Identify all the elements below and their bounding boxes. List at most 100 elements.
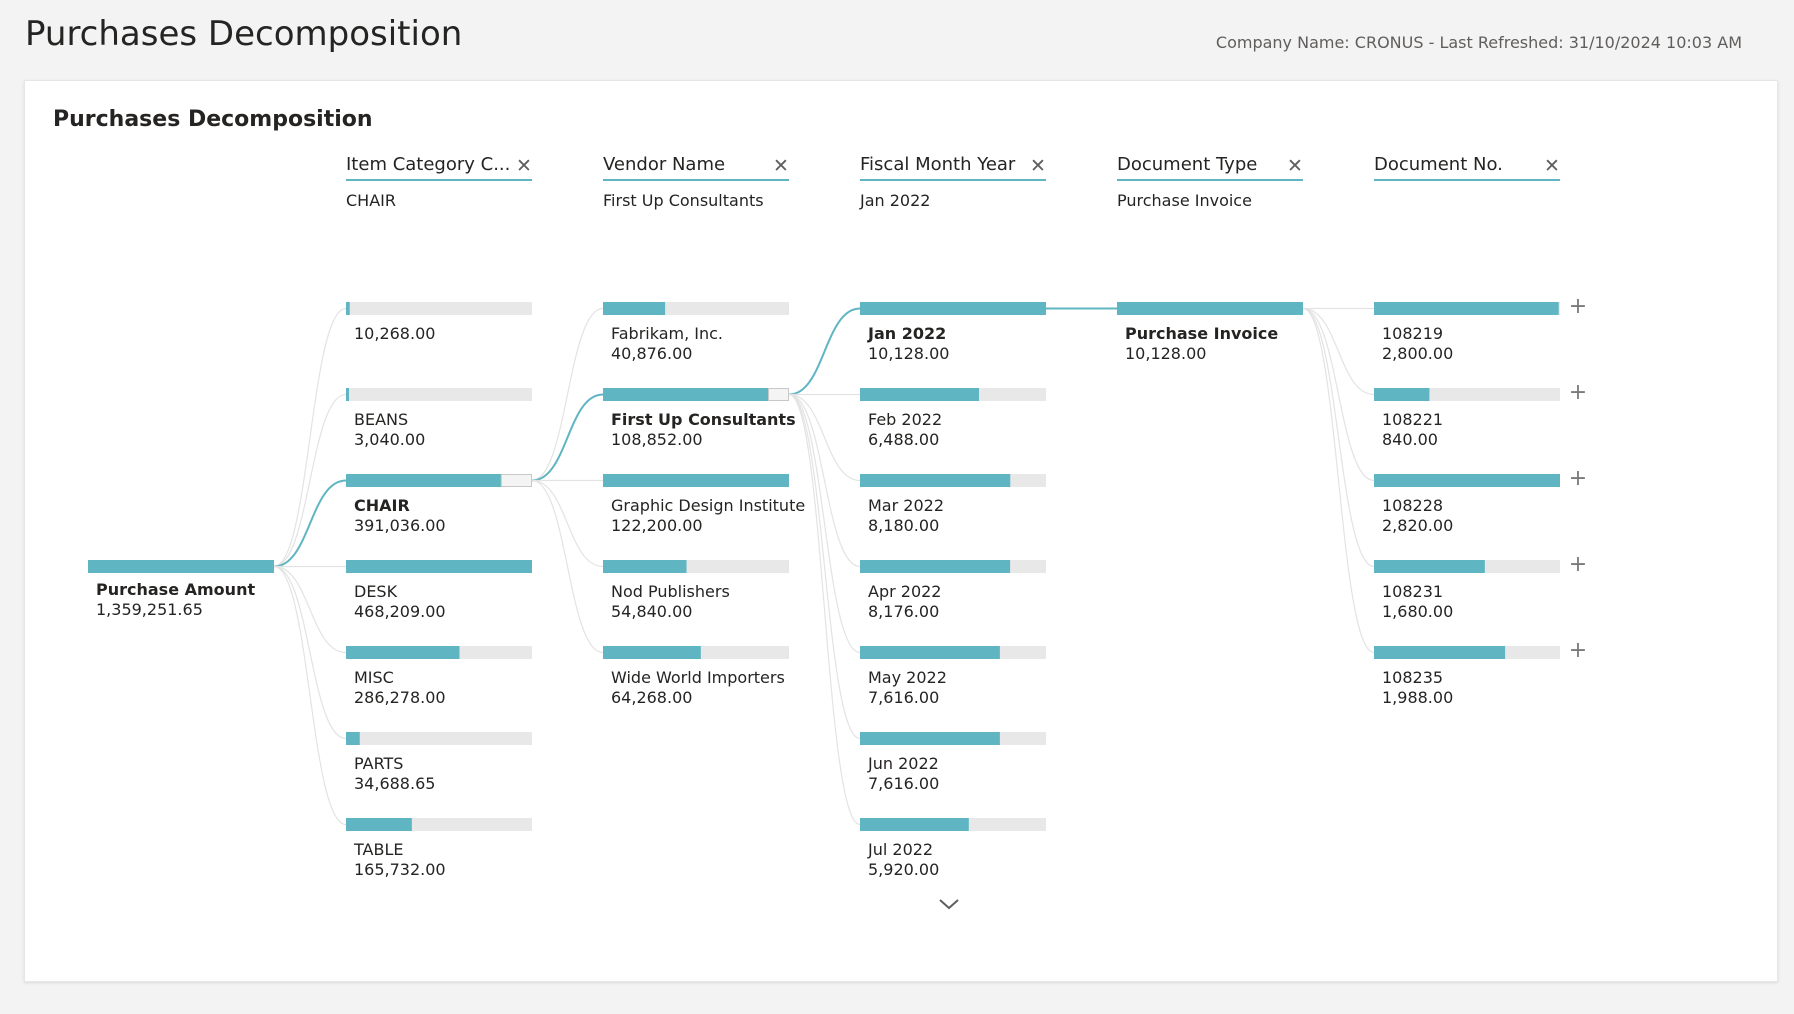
node-name: Purchase Amount — [96, 580, 256, 599]
node-name: CHAIR — [354, 496, 410, 515]
node-label: CHAIR 391,036.00 — [354, 496, 446, 536]
node-name: TABLE — [354, 840, 404, 859]
level-header-document-no: Document No. ✕ — [1374, 154, 1560, 191]
bar-track[interactable] — [346, 302, 532, 315]
level-header-selection: CHAIR — [346, 191, 396, 210]
node-name: Jan 2022 — [868, 324, 947, 343]
node-name: Graphic Design Institute — [611, 496, 806, 515]
node-value: 165,732.00 — [354, 860, 446, 879]
bar-fill[interactable] — [1374, 560, 1485, 573]
bar-fill[interactable] — [603, 474, 789, 487]
bar-fill[interactable] — [346, 818, 412, 831]
close-icon[interactable]: ✕ — [1287, 155, 1303, 177]
node-name: 108235 — [1382, 668, 1444, 687]
expand-plus-icon[interactable]: + — [1568, 466, 1588, 491]
level-header-label[interactable]: Document Type — [1117, 154, 1303, 181]
node-label: Purchase Amount 1,359,251.65 — [96, 580, 255, 620]
bar-fill[interactable] — [860, 818, 969, 831]
node-value: 64,268.00 — [611, 688, 693, 707]
node-value: 10,268.00 — [354, 324, 436, 343]
refresh-info: Company Name: CRONUS - Last Refreshed: 3… — [1215, 33, 1742, 52]
level-header-fiscal-month-year: Fiscal Month Year ✕ Jan 2022 — [860, 154, 1046, 210]
close-icon[interactable]: ✕ — [773, 155, 789, 177]
node-name: 108221 — [1382, 410, 1444, 429]
bar-fill[interactable] — [860, 646, 1000, 659]
bar-fill[interactable] — [860, 302, 1046, 315]
node-label: Apr 2022 8,176.00 — [868, 582, 941, 622]
node-value: 7,616.00 — [868, 688, 940, 707]
expand-plus-icon[interactable]: + — [1568, 380, 1588, 405]
level-header-vendor-name: Vendor Name ✕ First Up Consultants — [603, 154, 789, 210]
node-label: 10,268.00 — [354, 324, 435, 344]
node-label: 108219 2,800.00 — [1382, 324, 1453, 364]
level-header-selection: Purchase Invoice — [1117, 191, 1252, 210]
node-name: BEANS — [354, 410, 409, 429]
chevron-down-icon[interactable] — [937, 895, 961, 913]
bar-fill[interactable] — [603, 560, 687, 573]
node-label: DESK 468,209.00 — [354, 582, 446, 622]
bar-fill[interactable] — [603, 302, 666, 315]
bar-fill[interactable] — [603, 388, 769, 401]
bar-fill[interactable] — [1374, 388, 1430, 401]
level-header-label[interactable]: Item Category C... — [346, 154, 532, 181]
node-value: 1,988.00 — [1382, 688, 1454, 707]
node-label: Jun 2022 7,616.00 — [868, 754, 939, 794]
node-value: 2,800.00 — [1382, 344, 1454, 363]
bar-fill[interactable] — [346, 474, 502, 487]
visual-title: Purchases Decomposition — [53, 107, 373, 132]
node-name: 108231 — [1382, 582, 1444, 601]
node-value: 1,359,251.65 — [96, 600, 203, 619]
bar-track[interactable] — [346, 388, 532, 401]
node-value: 1,680.00 — [1382, 602, 1454, 621]
node-value: 391,036.00 — [354, 516, 446, 535]
bar-fill[interactable] — [1117, 302, 1303, 315]
node-name: Nod Publishers — [611, 582, 730, 601]
bar-fill[interactable] — [346, 388, 349, 401]
node-label: Mar 2022 8,180.00 — [868, 496, 944, 536]
bar-fill[interactable] — [860, 388, 980, 401]
level-header-label[interactable]: Vendor Name — [603, 154, 789, 181]
node-label: Jul 2022 5,920.00 — [868, 840, 939, 880]
bar-fill[interactable] — [1374, 646, 1506, 659]
bar-fill[interactable] — [603, 646, 701, 659]
bar-fill[interactable] — [860, 732, 1000, 745]
node-name: May 2022 — [868, 668, 947, 687]
level-header-label[interactable]: Document No. — [1374, 154, 1560, 181]
bar-fill[interactable] — [346, 732, 360, 745]
node-value: 10,128.00 — [868, 344, 950, 363]
bar-fill[interactable] — [346, 302, 350, 315]
node-value: 34,688.65 — [354, 774, 436, 793]
expand-plus-icon[interactable]: + — [1568, 552, 1588, 577]
expand-plus-icon[interactable]: + — [1568, 638, 1588, 663]
close-icon[interactable]: ✕ — [1544, 155, 1560, 177]
node-name: Jun 2022 — [868, 754, 939, 773]
bar-fill[interactable] — [346, 560, 532, 573]
level-header-document-type: Document Type ✕ Purchase Invoice — [1117, 154, 1303, 210]
bar-fill[interactable] — [1374, 474, 1560, 487]
level-header-selection: First Up Consultants — [603, 191, 764, 210]
node-name: 108219 — [1382, 324, 1444, 343]
close-icon[interactable]: ✕ — [1030, 155, 1046, 177]
level-header-selection: Jan 2022 — [860, 191, 931, 210]
level-header-label[interactable]: Fiscal Month Year — [860, 154, 1046, 181]
node-name: Apr 2022 — [868, 582, 942, 601]
bar-track[interactable] — [346, 732, 532, 745]
node-name: Mar 2022 — [868, 496, 944, 515]
node-name: First Up Consultants — [611, 410, 796, 429]
bar-fill[interactable] — [860, 560, 1011, 573]
node-label: TABLE 165,732.00 — [354, 840, 446, 880]
node-name: Fabrikam, Inc. — [611, 324, 724, 343]
bar-fill[interactable] — [1374, 302, 1559, 315]
node-value: 7,616.00 — [868, 774, 940, 793]
bar-fill[interactable] — [860, 474, 1011, 487]
expand-plus-icon[interactable]: + — [1568, 294, 1588, 319]
bar-fill[interactable] — [346, 646, 460, 659]
node-label: 108235 1,988.00 — [1382, 668, 1453, 708]
node-value: 286,278.00 — [354, 688, 446, 707]
node-name: Jul 2022 — [868, 840, 934, 859]
node-label: Feb 2022 6,488.00 — [868, 410, 942, 450]
node-label: Nod Publishers 54,840.00 — [611, 582, 730, 622]
close-icon[interactable]: ✕ — [516, 155, 532, 177]
node-label: First Up Consultants 108,852.00 — [611, 410, 796, 450]
node-label: Fabrikam, Inc. 40,876.00 — [611, 324, 723, 364]
